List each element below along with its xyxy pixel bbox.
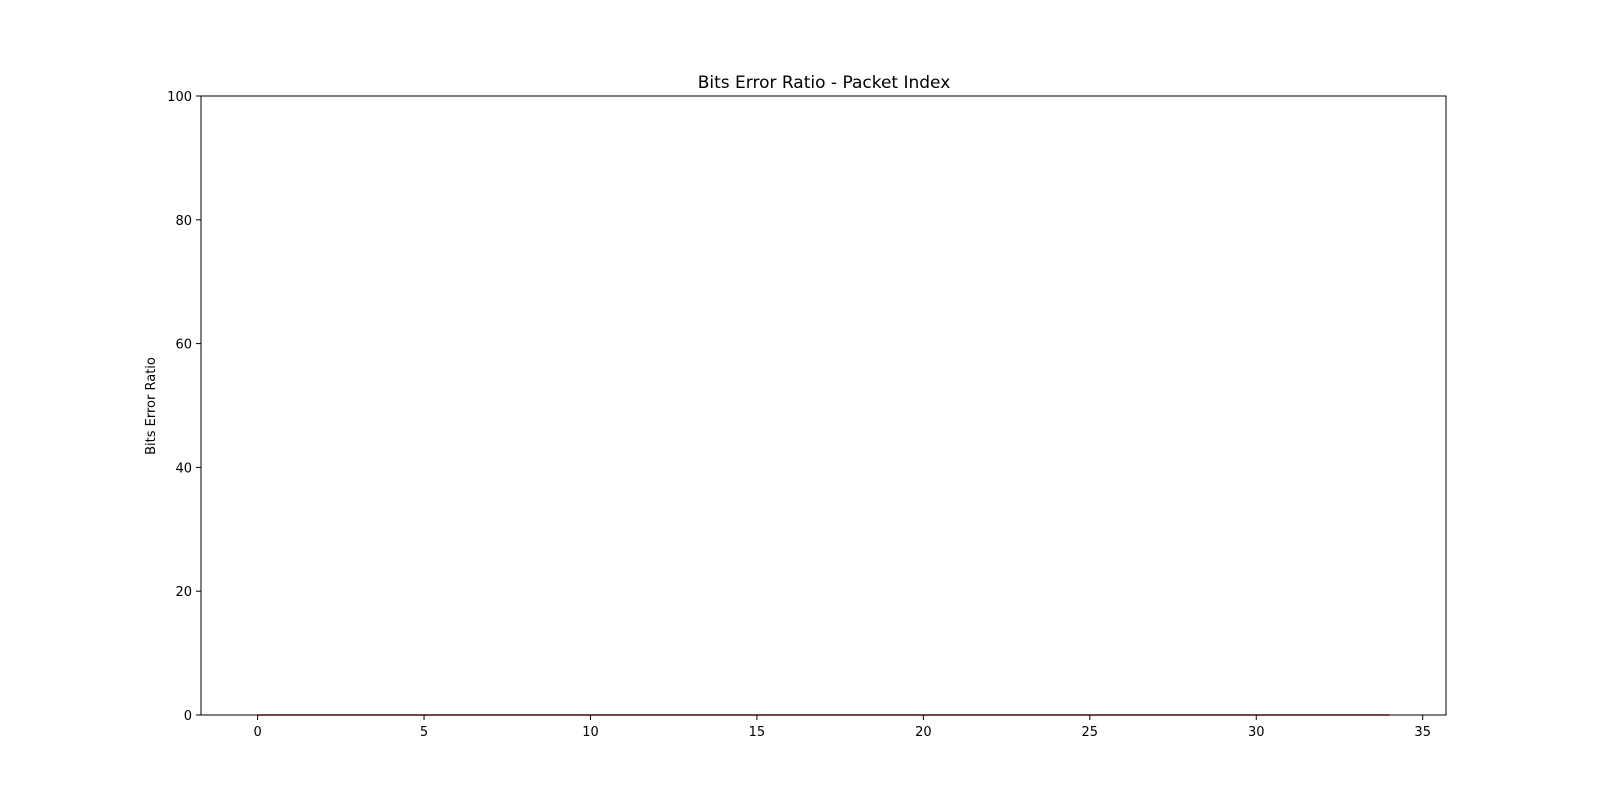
x-tick-label: 20: [915, 725, 932, 740]
y-tick-label: 0: [184, 709, 192, 724]
y-axis-label: Bits Error Ratio: [144, 357, 159, 455]
plot-frame: [200, 95, 1447, 716]
y-tick-label: 100: [167, 90, 192, 105]
y-tick-label: 20: [175, 585, 192, 600]
x-tick-label: 35: [1414, 725, 1431, 740]
x-tick-label: 30: [1248, 725, 1265, 740]
x-tick-label: 10: [582, 725, 599, 740]
y-tick-label: 80: [175, 214, 192, 229]
y-tick-label: 60: [175, 338, 192, 353]
x-tick-label: 5: [420, 725, 428, 740]
x-tick-label: 0: [253, 725, 261, 740]
y-tick-label: 40: [175, 461, 192, 476]
x-tick-label: 15: [749, 725, 766, 740]
x-tick-label: 25: [1082, 725, 1099, 740]
chart-title: Bits Error Ratio - Packet Index: [698, 73, 951, 93]
